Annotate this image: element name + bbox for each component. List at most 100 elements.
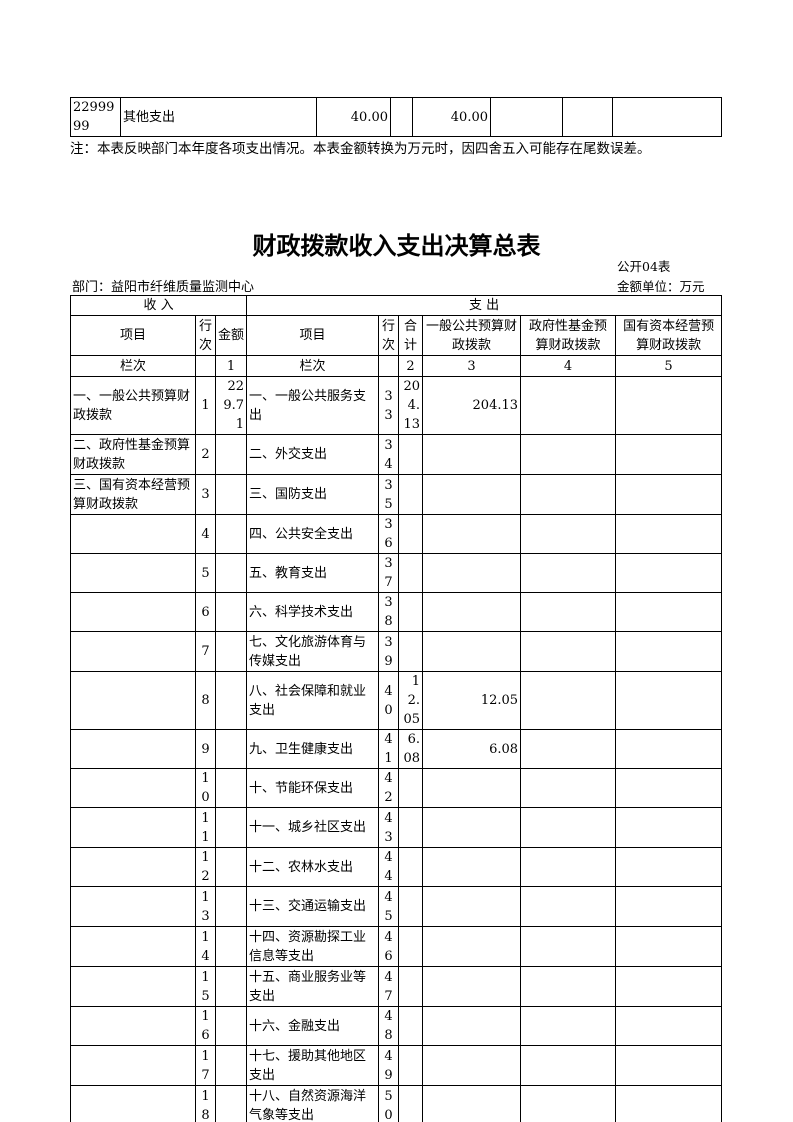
table-row: 18 十八、自然资源海洋气象等支出 50 bbox=[70, 1085, 723, 1122]
cell bbox=[562, 97, 613, 137]
cell-total: 12.05 bbox=[398, 671, 424, 730]
cell-in-item bbox=[70, 768, 196, 808]
cell-state bbox=[615, 434, 723, 475]
header-fund: 政府性基金预算财政拨款 bbox=[520, 315, 617, 356]
cell-in-amt bbox=[214, 474, 248, 515]
fiscal-summary-table: 收 入 支 出 项目 行次 金额 项目 行次 合计 一般公共预算财政拨款 政府性… bbox=[69, 295, 723, 1122]
cell-in-item bbox=[70, 886, 196, 927]
cell-general bbox=[422, 926, 522, 967]
cell-general bbox=[422, 1085, 522, 1122]
cell-state bbox=[615, 886, 723, 927]
col-number: 3 bbox=[422, 355, 522, 377]
header-total: 合计 bbox=[398, 315, 424, 356]
cell-general bbox=[422, 807, 522, 848]
cell-in-item bbox=[70, 514, 196, 554]
table-row: 11 十一、城乡社区支出 43 bbox=[70, 807, 723, 848]
cell-ex-item: 九、卫生健康支出 bbox=[246, 729, 380, 769]
department: 部门：益阳市纤维质量监测中心 bbox=[72, 280, 255, 295]
cell-in-amt bbox=[214, 847, 248, 887]
table-row: 三、国有资本经营预算财政拨款 3 三、国防支出 35 bbox=[70, 474, 723, 515]
cell-total bbox=[398, 1045, 424, 1086]
cell-total bbox=[398, 1006, 424, 1046]
cell-state bbox=[615, 926, 723, 967]
cell-general bbox=[422, 592, 522, 632]
cell-in-item bbox=[70, 1045, 196, 1086]
cell-general bbox=[422, 474, 522, 515]
cell-total bbox=[398, 926, 424, 967]
cell-in-item bbox=[70, 966, 196, 1007]
cell-ex-item: 六、科学技术支出 bbox=[246, 592, 380, 632]
header-row: 收 入 支 出 bbox=[69, 295, 723, 316]
cell-state bbox=[615, 1085, 723, 1122]
cell-in-no: 3 bbox=[195, 474, 216, 515]
cell-fund bbox=[520, 886, 617, 927]
cell-amount: 40.00 bbox=[316, 97, 391, 137]
cell-in-item bbox=[70, 926, 196, 967]
cell-total bbox=[398, 768, 424, 808]
cell-ex-no: 39 bbox=[378, 631, 400, 672]
cell-state bbox=[615, 514, 723, 554]
cell-ex-item: 三、国防支出 bbox=[246, 474, 380, 515]
cell-total bbox=[398, 553, 424, 593]
column-number-row: 栏次 1 栏次 2 3 4 5 bbox=[70, 355, 723, 377]
table-row: 4 四、公共安全支出 36 bbox=[70, 514, 723, 554]
cell-state bbox=[615, 474, 723, 515]
cell-ex-item: 二、外交支出 bbox=[246, 434, 380, 475]
cell-ex-item: 十三、交通运输支出 bbox=[246, 886, 380, 927]
cell-ex-no: 50 bbox=[378, 1085, 400, 1122]
cell-in-item bbox=[70, 1006, 196, 1046]
cell-ex-item: 八、社会保障和就业支出 bbox=[246, 671, 380, 730]
table-row: 二、政府性基金预算财政拨款 2 二、外交支出 34 bbox=[70, 434, 723, 475]
table-row: 一、一般公共预算财政拨款 1 229.71 一、一般公共服务支出 33 204.13 204… bbox=[70, 376, 723, 435]
cell-total bbox=[398, 592, 424, 632]
table-row: 7 七、文化旅游体育与传媒支出 39 bbox=[70, 631, 723, 672]
cell-general bbox=[422, 768, 522, 808]
expense-table-tail: 2299999 其他支出 40.00 40.00 bbox=[70, 97, 722, 137]
cell-in-amt bbox=[214, 631, 248, 672]
cell-fund bbox=[520, 768, 617, 808]
cell-in-amt bbox=[214, 553, 248, 593]
cell-in-no: 16 bbox=[195, 1006, 216, 1046]
form-code: 公开04表 bbox=[617, 259, 671, 274]
table-row: 10 十、节能环保支出 42 bbox=[70, 768, 723, 808]
cell-in-amt bbox=[214, 768, 248, 808]
page-title: 财政拨款收入支出决算总表 bbox=[252, 231, 541, 260]
cell-in-no: 2 bbox=[195, 434, 216, 475]
cell-general bbox=[422, 1045, 522, 1086]
cell-in-no: 10 bbox=[195, 768, 216, 808]
cell-state bbox=[615, 1006, 723, 1046]
cell-state bbox=[615, 376, 723, 435]
cell-fund bbox=[520, 474, 617, 515]
cell-state bbox=[615, 847, 723, 887]
cell-in-item bbox=[70, 631, 196, 672]
col-label: 栏次 bbox=[246, 355, 380, 377]
cell-ex-item: 十二、农林水支出 bbox=[246, 847, 380, 887]
cell bbox=[490, 97, 563, 137]
cell-ex-no: 38 bbox=[378, 592, 400, 632]
cell-total bbox=[398, 434, 424, 475]
cell-fund bbox=[520, 966, 617, 1007]
table-note: 注：本表反映部门本年度各项支出情况。本表金额转换为万元时，因四舍五入可能存在尾数… bbox=[70, 141, 651, 157]
cell-ex-no: 45 bbox=[378, 886, 400, 927]
cell-in-amt bbox=[214, 886, 248, 927]
table-row: 6 六、科学技术支出 38 bbox=[70, 592, 723, 632]
cell-in-no: 5 bbox=[195, 553, 216, 593]
cell bbox=[195, 355, 216, 377]
cell-in-amt bbox=[214, 1085, 248, 1122]
header-state: 国有资本经营预算财政拨款 bbox=[615, 315, 723, 356]
cell-ex-item: 十六、金融支出 bbox=[246, 1006, 380, 1046]
cell-state bbox=[615, 966, 723, 1007]
cell-in-item bbox=[70, 729, 196, 769]
cell-general bbox=[422, 553, 522, 593]
cell-state bbox=[615, 1045, 723, 1086]
cell-total bbox=[398, 631, 424, 672]
cell-general: 12.05 bbox=[422, 671, 522, 730]
table-row: 14 十四、资源勘探工业信息等支出 46 bbox=[70, 926, 723, 967]
cell-fund bbox=[520, 1006, 617, 1046]
cell-in-item: 三、国有资本经营预算财政拨款 bbox=[70, 474, 196, 515]
cell-ex-item: 十八、自然资源海洋气象等支出 bbox=[246, 1085, 380, 1122]
table-row: 2299999 其他支出 40.00 40.00 bbox=[70, 97, 722, 137]
cell-in-amt bbox=[214, 1045, 248, 1086]
cell-in-item bbox=[70, 847, 196, 887]
cell-general bbox=[422, 514, 522, 554]
